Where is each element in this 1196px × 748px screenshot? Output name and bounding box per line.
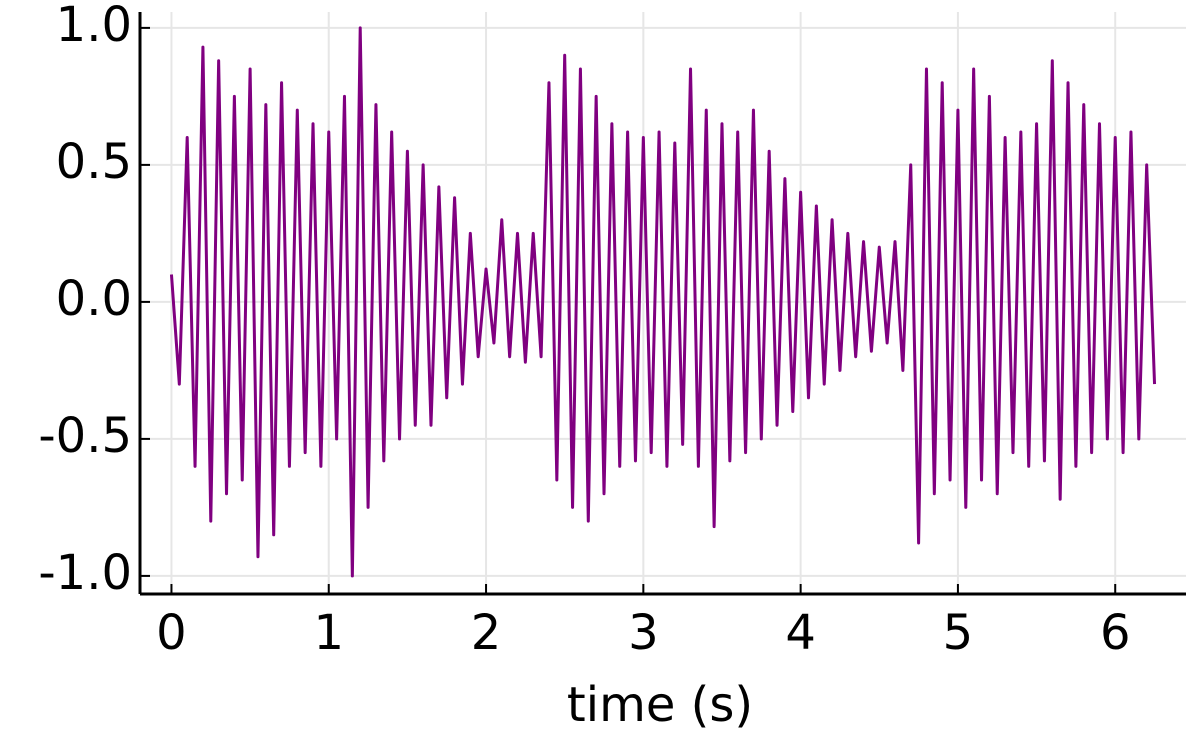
x-tick-label: 1 [313, 605, 344, 661]
x-tick-label: 5 [943, 605, 974, 661]
x-tick-label: 6 [1100, 605, 1131, 661]
x-tick-label: 4 [785, 605, 816, 661]
x-tick-label: 0 [156, 605, 187, 661]
y-tick-label: 1.0 [56, 0, 132, 53]
y-tick-label: -1.0 [38, 545, 132, 601]
y-tick-label: 0.5 [56, 134, 132, 190]
x-axis-label: time (s) [567, 677, 753, 733]
y-tick-label: 0.0 [56, 271, 132, 327]
x-tick-label: 3 [628, 605, 659, 661]
y-tick-label: -0.5 [38, 408, 132, 464]
waveform-line [169, 26, 1157, 578]
x-tick-label: 2 [471, 605, 502, 661]
